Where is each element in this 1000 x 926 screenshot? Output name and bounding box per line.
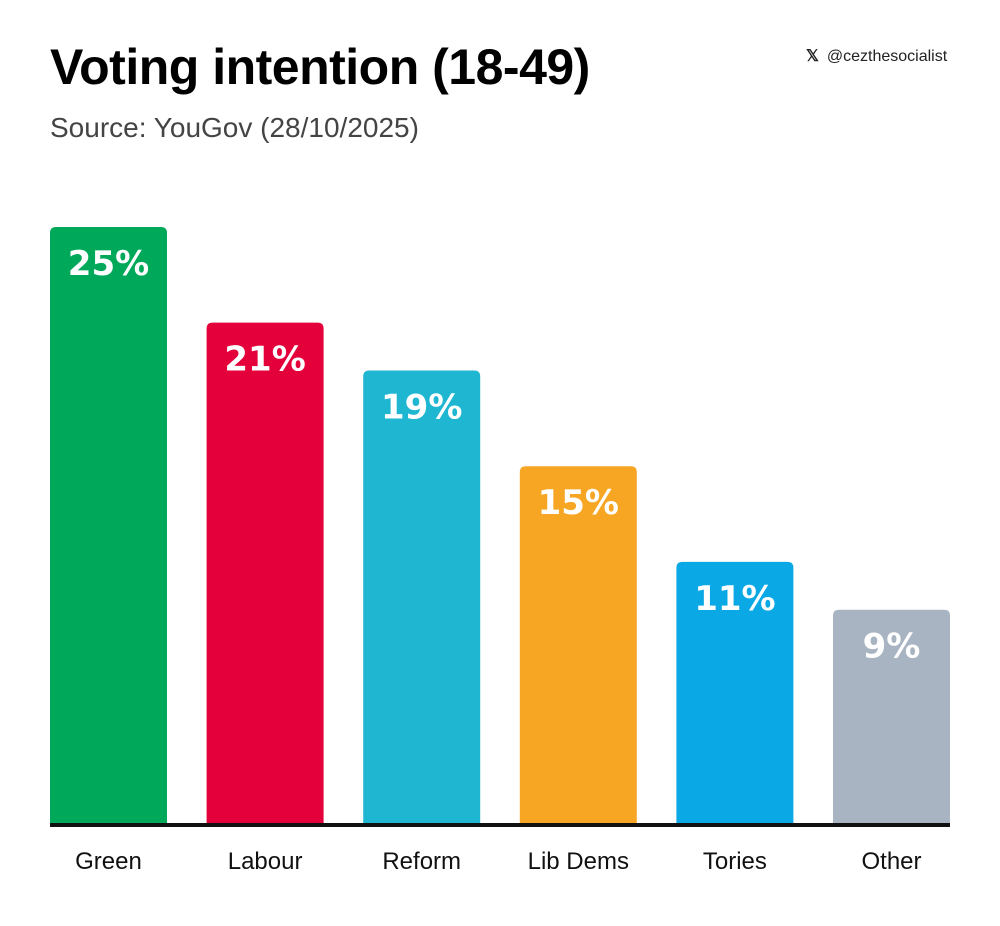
category-label: Green (75, 848, 142, 875)
category-label: Reform (382, 848, 461, 875)
category-label: Labour (228, 848, 303, 875)
data-label: 21% (224, 340, 305, 380)
category-label: Tories (703, 848, 767, 875)
category-label: Other (861, 848, 921, 875)
data-label: 25% (68, 244, 149, 284)
bar-reform (363, 370, 481, 825)
author-handle: 𝕏 @cezthesocialist (806, 46, 947, 66)
data-label: 11% (694, 579, 775, 619)
bar-green (50, 227, 167, 825)
data-label: 9% (863, 627, 921, 667)
bar-labour (206, 322, 324, 825)
bar-tories (676, 561, 794, 825)
x-logo-icon: 𝕏 (806, 48, 819, 65)
data-label: 19% (381, 388, 462, 428)
bar-lib-dems (519, 466, 637, 825)
chart-title: Voting intention (18-49) (50, 39, 590, 95)
category-label: Lib Dems (528, 848, 629, 875)
handle-text: @cezthesocialist (826, 48, 948, 65)
data-label: 15% (538, 483, 619, 523)
chart-subtitle: Source: YouGov (28/10/2025) (50, 112, 419, 143)
x-axis-line (50, 823, 950, 827)
bar-other (833, 609, 950, 825)
